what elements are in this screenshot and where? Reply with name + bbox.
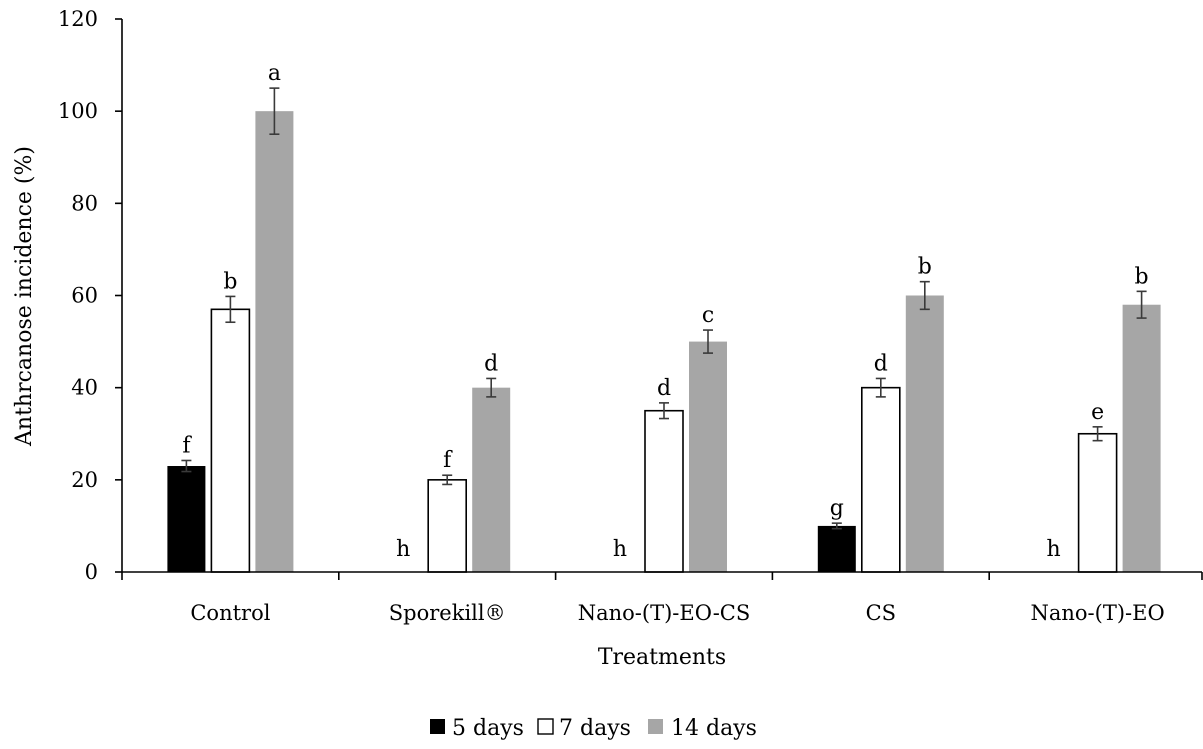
bar-7-days-2 [644, 409, 684, 573]
significance-label: b [1135, 264, 1149, 289]
x-tick-label: Control [190, 601, 270, 625]
legend: 5 days 7 days 14 days [430, 716, 757, 741]
bar-14-days-2 [689, 341, 727, 572]
bars-layer [167, 111, 1161, 573]
legend-swatch-14-days [648, 719, 663, 734]
x-axis-title: Treatments [598, 645, 726, 670]
significance-label: d [484, 351, 498, 376]
bar-7-days-0 [210, 308, 251, 573]
significance-label: b [918, 255, 932, 280]
legend-label-5-days: 5 days [452, 716, 524, 741]
significance-label: b [223, 269, 237, 294]
bar-14-days-4 [1122, 304, 1161, 572]
y-tick-label: 20 [71, 468, 98, 492]
significance-label: e [1091, 400, 1104, 425]
significance-label: c [702, 303, 714, 328]
legend-swatch-7-days [537, 718, 554, 735]
tick-labels-layer: Control Sporekill® Nano-(T)-EO-CS CS Nano-(T… [58, 7, 1165, 625]
error-bars-layer [181, 87, 1147, 530]
significance-label: h [396, 537, 410, 562]
bar-5-days-3 [817, 525, 856, 572]
significance-labels-layer: f b a h f d h d c g d b h e b [182, 61, 1148, 562]
y-tick-label: 0 [85, 560, 98, 584]
significance-label: f [182, 433, 192, 458]
legend-label-7-days: 7 days [559, 716, 631, 741]
significance-label: f [443, 448, 453, 473]
bar-14-days-1 [472, 387, 511, 572]
legend-label-14-days: 14 days [671, 716, 757, 741]
significance-label: d [874, 351, 888, 376]
y-tick-label: 80 [71, 191, 98, 215]
bar-7-days-1 [427, 479, 468, 573]
significance-label: d [657, 376, 671, 401]
y-tick-label: 100 [58, 99, 98, 123]
x-tick-label: CS [866, 601, 896, 625]
bar-5-days-0 [167, 466, 206, 572]
y-axis-title: Anthrcanose incidence (%) [12, 146, 37, 447]
significance-label: a [268, 61, 281, 86]
y-tick-label: 60 [71, 284, 98, 308]
x-tick-label: Nano-(T)-EO-CS [578, 601, 751, 625]
significance-label: h [613, 537, 627, 562]
y-tick-label: 40 [71, 376, 98, 400]
legend-swatch-5-days [430, 719, 445, 734]
axes-layer [115, 18, 1203, 580]
significance-label: g [830, 496, 844, 521]
bar-7-days-3 [860, 386, 901, 573]
significance-label: h [1047, 537, 1061, 562]
x-tick-label: Sporekill® [389, 601, 506, 625]
bar-7-days-4 [1077, 432, 1118, 573]
bar-14-days-0 [255, 111, 294, 573]
bar-14-days-3 [905, 295, 944, 572]
y-tick-label: 120 [58, 7, 98, 31]
x-tick-label: Nano-(T)-EO [1030, 601, 1164, 625]
